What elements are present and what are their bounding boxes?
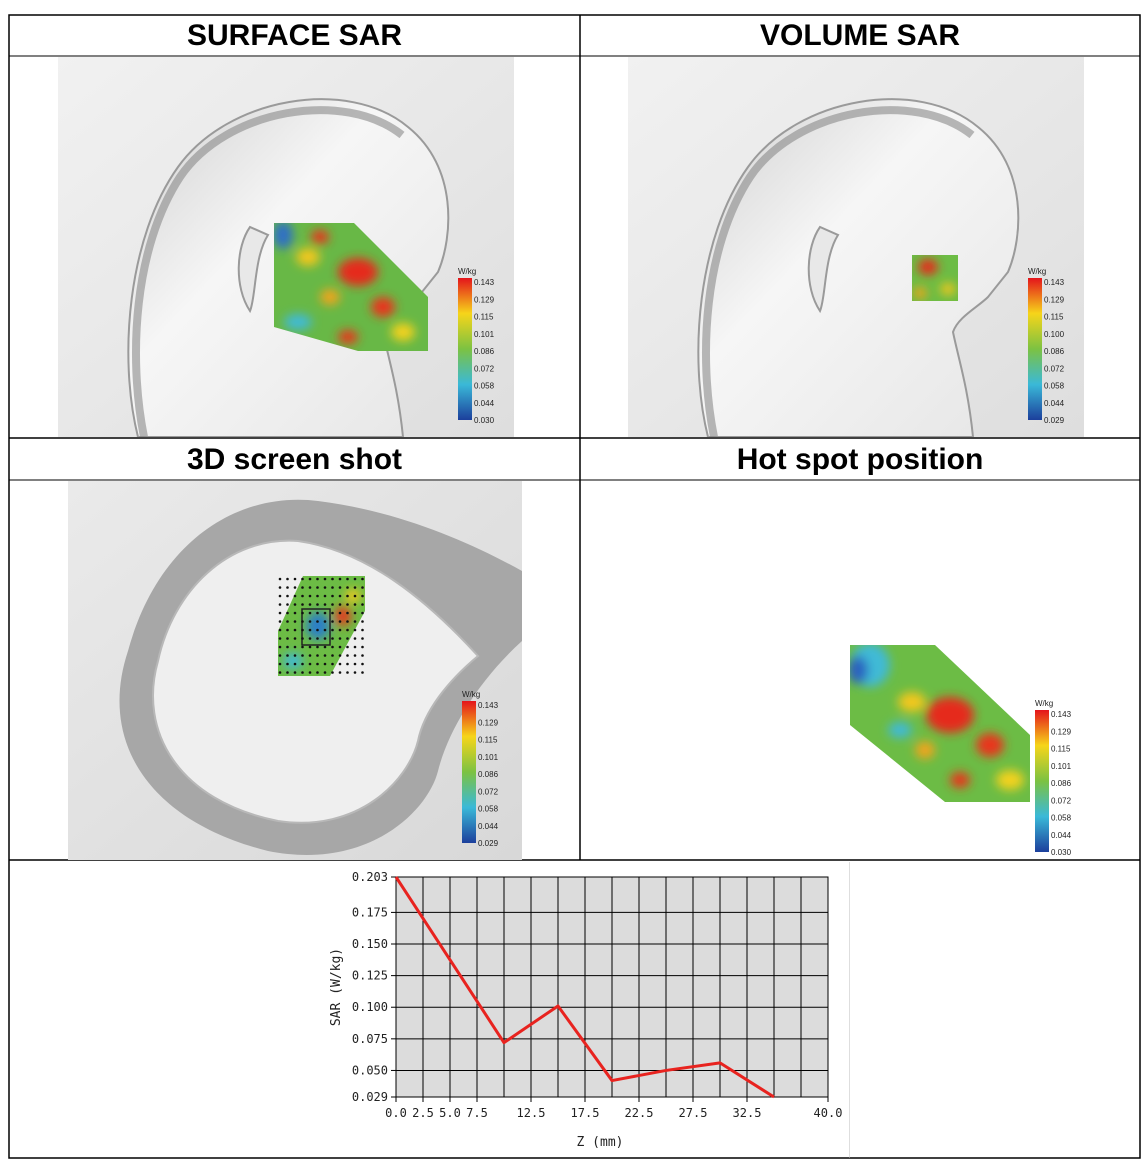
legend-tick-label: 0.058: [474, 382, 495, 391]
surface-sar-image: [58, 57, 514, 437]
legend-tick-label: 0.086: [478, 770, 499, 779]
y-tick-label: 0.075: [352, 1032, 388, 1046]
y-tick-label: 0.029: [352, 1090, 388, 1104]
legend-unit: W/kg: [462, 690, 480, 699]
legend-unit: W/kg: [1028, 267, 1046, 276]
x-axis-label: Z (mm): [577, 1135, 624, 1150]
legend-tick-label: 0.072: [1044, 364, 1065, 373]
x-tick-label: 17.5: [571, 1106, 600, 1120]
legend-tick-label: 0.058: [478, 805, 499, 814]
legend-tick-label: 0.143: [474, 278, 495, 287]
hotspot-legend: W/kg 0.143 0.129 0.115 0.101 0.086 0.072 0.058…: [1035, 699, 1072, 857]
legend-tick-label: 0.129: [478, 718, 499, 727]
legend-tick-label: 0.101: [474, 330, 495, 339]
y-tick-label: 0.125: [352, 969, 388, 983]
legend-unit: W/kg: [1035, 699, 1053, 708]
hotspot-map: [850, 645, 1030, 802]
surface-sar-title: SURFACE SAR: [186, 19, 403, 52]
grid-lines: [396, 876, 828, 1098]
legend-tick-label: 0.058: [1051, 814, 1072, 823]
legend-tick-label: 0.115: [1051, 745, 1071, 754]
legend-tick-label: 0.072: [478, 787, 499, 796]
legend-tick-label: 0.044: [1051, 831, 1072, 840]
sar-z-chart: 0.203 0.175 0.150 0.125 0.100 0.075 0.050 0.029…: [329, 862, 850, 1158]
legend-tick-label: 0.058: [1044, 382, 1065, 391]
x-tick-label: 2.5: [412, 1106, 434, 1120]
hotspot-position-title: Hot spot position: [736, 443, 984, 476]
3d-screenshot-title: 3D screen shot: [186, 443, 403, 476]
x-tick-label: 40.0: [814, 1106, 843, 1120]
legend-tick-label: 0.101: [478, 753, 499, 762]
legend-tick-label: 0.030: [1051, 848, 1072, 857]
legend-tick-label: 0.072: [1051, 796, 1072, 805]
legend-tick-label: 0.129: [474, 295, 495, 304]
3d-screenshot-legend: W/kg 0.143 0.129 0.115 0.101 0.086 0.072 0.058…: [462, 690, 499, 848]
x-tick-label: 22.5: [625, 1106, 654, 1120]
legend-tick-label: 0.101: [1051, 762, 1072, 771]
legend-tick-label: 0.044: [1044, 399, 1065, 408]
y-tick-label: 0.100: [352, 1000, 388, 1014]
x-tick-label: 27.5: [679, 1106, 708, 1120]
x-tick-label: 32.5: [733, 1106, 762, 1120]
y-tick-label: 0.175: [352, 905, 388, 919]
legend-tick-label: 0.086: [1051, 779, 1072, 788]
legend-tick-label: 0.030: [474, 416, 495, 425]
x-tick-label: 5.0: [439, 1106, 461, 1120]
x-tick-label: 0.0: [385, 1106, 407, 1120]
legend-tick-label: 0.086: [474, 347, 495, 356]
legend-unit: W/kg: [458, 267, 476, 276]
legend-tick-label: 0.029: [478, 839, 499, 848]
y-tick-label: 0.050: [352, 1063, 388, 1077]
volume-sar-image: [628, 57, 1084, 437]
volume-sar-title: VOLUME SAR: [759, 19, 960, 52]
legend-tick-label: 0.115: [1044, 313, 1064, 322]
y-tick-label: 0.203: [352, 870, 388, 884]
x-tick-label: 12.5: [517, 1106, 546, 1120]
legend-tick-label: 0.129: [1044, 295, 1065, 304]
sar-series-line: [394, 876, 775, 1099]
x-tick-label: 7.5: [466, 1106, 488, 1120]
3d-screenshot-image: [68, 481, 522, 860]
legend-tick-label: 0.115: [474, 313, 494, 322]
y-tick-label: 0.150: [352, 937, 388, 951]
volume-sar-legend: W/kg 0.143 0.129 0.115 0.100 0.086 0.072 0.058…: [1028, 267, 1065, 425]
legend-tick-label: 0.115: [478, 736, 498, 745]
y-axis-label: SAR (W/kg): [329, 948, 344, 1026]
legend-tick-label: 0.044: [474, 399, 495, 408]
legend-tick-label: 0.100: [1044, 330, 1065, 339]
legend-tick-label: 0.143: [1044, 278, 1065, 287]
legend-tick-label: 0.129: [1051, 727, 1072, 736]
legend-tick-label: 0.086: [1044, 347, 1065, 356]
surface-sar-legend: W/kg 0.143 0.129 0.115 0.101 0.086 0.072 0.058…: [458, 267, 495, 425]
legend-tick-label: 0.044: [478, 822, 499, 831]
legend-tick-label: 0.072: [474, 364, 495, 373]
legend-tick-label: 0.143: [478, 701, 499, 710]
legend-tick-label: 0.029: [1044, 416, 1065, 425]
legend-tick-label: 0.143: [1051, 710, 1072, 719]
